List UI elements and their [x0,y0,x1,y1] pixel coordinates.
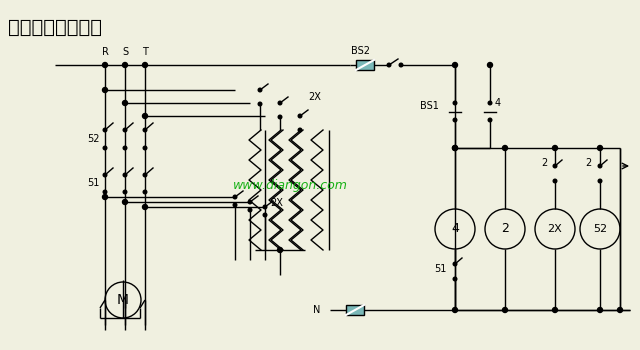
Circle shape [263,205,267,209]
Circle shape [552,308,557,313]
Text: 51: 51 [87,178,99,189]
Circle shape [553,179,557,183]
Circle shape [387,63,391,67]
Circle shape [123,128,127,132]
Circle shape [123,190,127,194]
Circle shape [122,100,127,105]
Circle shape [598,164,602,168]
Circle shape [263,213,267,217]
Circle shape [102,63,108,68]
Circle shape [143,190,147,194]
Text: 4: 4 [451,223,459,236]
Circle shape [453,118,457,122]
Circle shape [258,102,262,106]
Circle shape [233,195,237,199]
Circle shape [143,63,147,68]
Circle shape [103,190,107,194]
Circle shape [453,101,457,105]
Circle shape [399,63,403,67]
Circle shape [143,146,147,150]
Text: T: T [142,47,148,57]
Circle shape [488,118,492,122]
Circle shape [453,262,457,266]
Circle shape [452,146,458,150]
Circle shape [123,173,127,177]
Text: 2: 2 [586,158,592,168]
Circle shape [553,164,557,168]
Circle shape [552,146,557,150]
Circle shape [122,63,127,68]
Circle shape [278,247,282,252]
Circle shape [103,128,107,132]
Circle shape [452,63,458,68]
Text: M: M [117,293,129,307]
Circle shape [598,146,602,150]
Circle shape [258,88,262,92]
Circle shape [598,308,602,313]
Circle shape [143,128,147,132]
Circle shape [298,128,302,132]
Circle shape [143,204,147,210]
Circle shape [488,63,493,68]
Circle shape [452,146,458,150]
Circle shape [278,115,282,119]
Text: 2: 2 [501,223,509,236]
Text: R: R [102,47,108,57]
Circle shape [143,173,147,177]
Text: 52: 52 [593,224,607,234]
Circle shape [598,179,602,183]
Circle shape [102,195,108,200]
Circle shape [103,146,107,150]
Bar [356,60,374,70]
Circle shape [278,101,282,105]
Circle shape [248,200,252,204]
Text: www.diangon.com: www.diangon.com [232,178,348,191]
Circle shape [298,114,302,118]
Text: 51: 51 [435,264,447,274]
Circle shape [502,146,508,150]
Circle shape [233,203,237,207]
Circle shape [103,173,107,177]
Circle shape [248,208,252,212]
Text: S: S [122,47,128,57]
Circle shape [453,277,457,281]
Circle shape [102,88,108,92]
Text: 2X: 2X [270,198,283,209]
Circle shape [122,199,127,204]
Text: BS2: BS2 [351,46,369,56]
Text: 自耦变压器起动：: 自耦变压器起动： [8,18,102,37]
Circle shape [488,101,492,105]
Circle shape [143,113,147,119]
Text: 2X: 2X [308,92,321,102]
Text: 52: 52 [87,134,99,144]
Text: 4: 4 [495,98,501,108]
Text: 2: 2 [541,158,547,168]
Circle shape [502,308,508,313]
Circle shape [452,308,458,313]
Bar [346,305,364,315]
Text: N: N [312,305,320,315]
Text: BS1: BS1 [420,101,439,111]
Circle shape [123,146,127,150]
Text: 2X: 2X [548,224,563,234]
Circle shape [618,308,623,313]
